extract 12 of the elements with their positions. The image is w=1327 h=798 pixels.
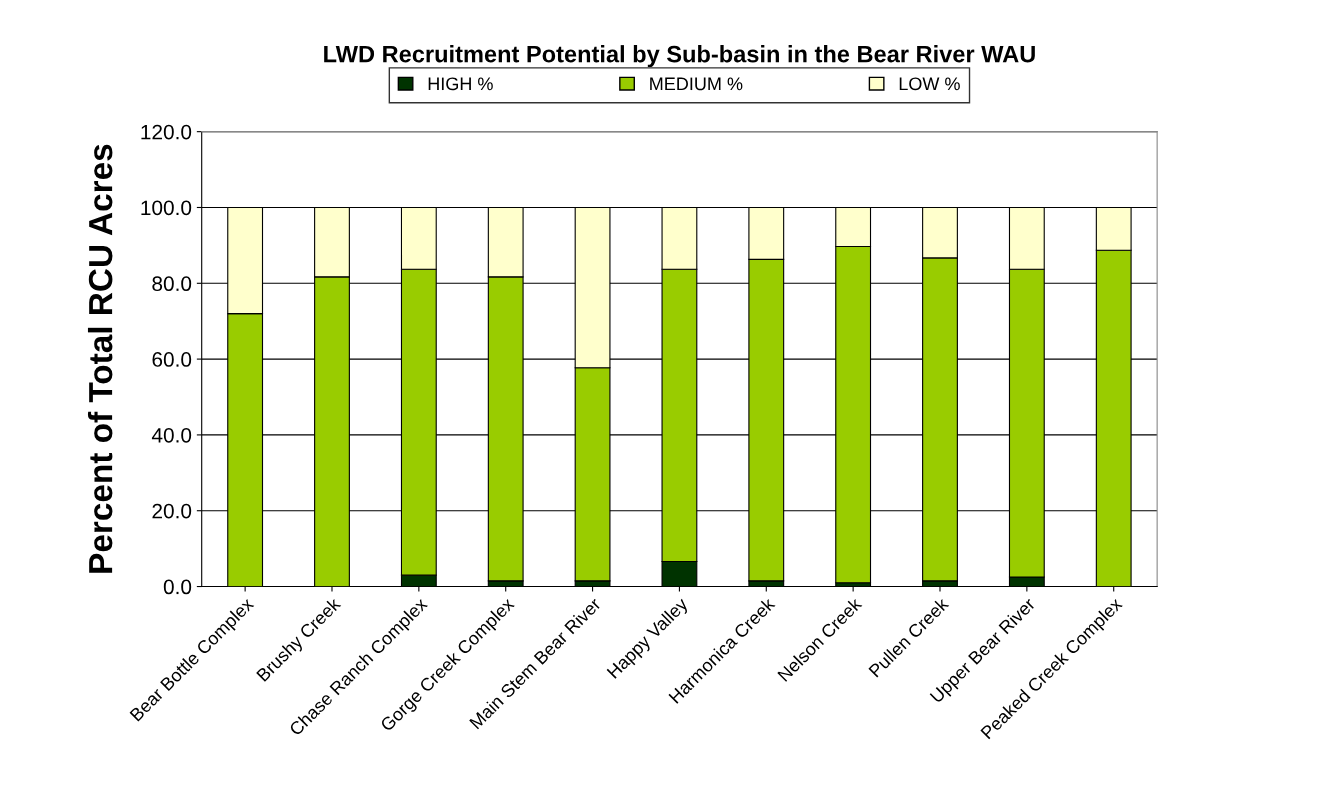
legend-label: LOW % [899,77,960,91]
y-tick-label: 0.0 [163,579,192,595]
y-tick-label: 80.0 [152,276,192,292]
y-tick-label: 40.0 [151,427,192,443]
chart-title: LWD Recruitment Potential by Sub-basin in the Bear River WAU [324,45,1035,68]
y-tick-label: 60.0 [152,352,192,367]
legend-label: HIGH % [428,77,493,91]
y-tick-label: 100.0 [141,200,192,216]
y-tick-label: 20.0 [152,503,192,519]
y-axis-title: Percent of Total RCU Acres [87,144,113,573]
legend-label: MEDIUM % [650,77,743,91]
y-tick-label: 120.0 [141,124,192,140]
